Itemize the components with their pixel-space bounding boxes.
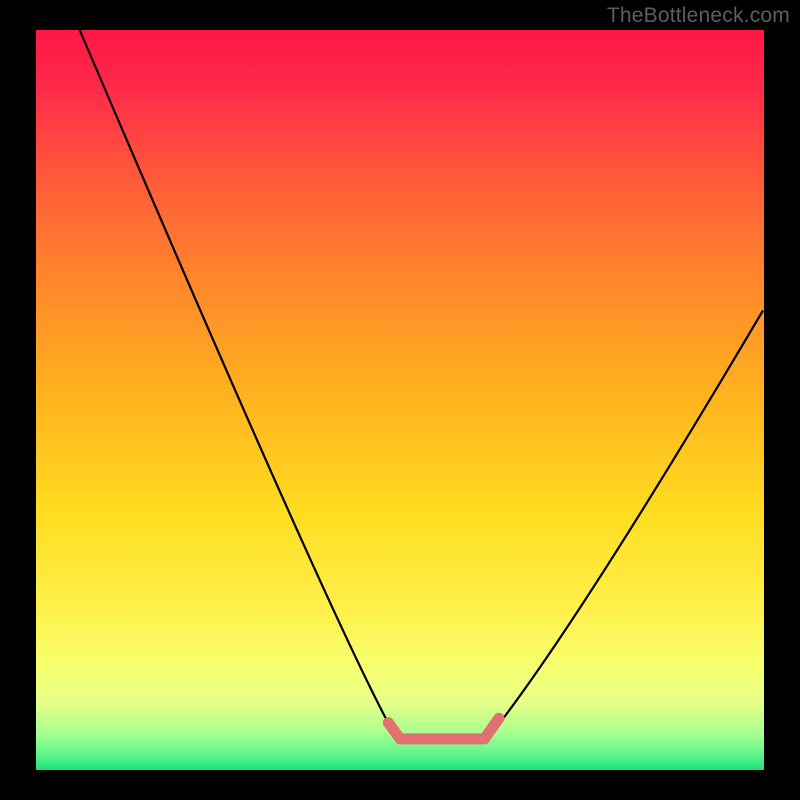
- chart-svg: [0, 0, 800, 800]
- watermark-text: TheBottleneck.com: [607, 4, 790, 28]
- plot-background: [36, 30, 764, 770]
- chart-frame: TheBottleneck.com: [0, 0, 800, 800]
